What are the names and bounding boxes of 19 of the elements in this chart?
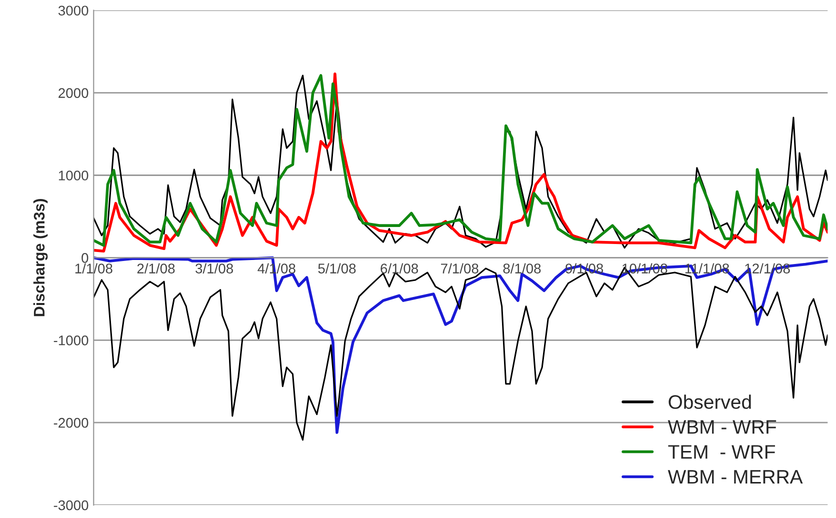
y-tick-label: -1000 <box>54 335 88 346</box>
y-axis-title: Discharge (m3s) <box>33 199 48 316</box>
legend-label: WBM - MERRA <box>668 470 803 484</box>
x-tick-label: 1/1/08 <box>75 263 112 274</box>
y-tick-label: 3000 <box>58 6 88 16</box>
x-tick-label: 6/1/08 <box>380 263 418 274</box>
legend-label: TEM - WRF <box>668 445 775 459</box>
y-tick-label: -2000 <box>54 418 88 428</box>
x-tick-label: 8/1/08 <box>503 263 541 274</box>
legend-label: Observed <box>668 394 751 409</box>
x-tick-label: 3/1/08 <box>196 263 233 274</box>
y-tick-label: 0 <box>82 253 88 263</box>
x-tick-label: 5/1/08 <box>318 263 356 274</box>
y-tick-label: 1000 <box>58 170 88 180</box>
y-tick-label: 2000 <box>58 88 88 98</box>
y-tick-label: -3000 <box>54 500 88 510</box>
x-tick-label: 7/1/08 <box>441 263 478 274</box>
x-tick-label: 2/1/08 <box>137 263 175 274</box>
legend-label: WBM - WRF <box>668 420 776 434</box>
